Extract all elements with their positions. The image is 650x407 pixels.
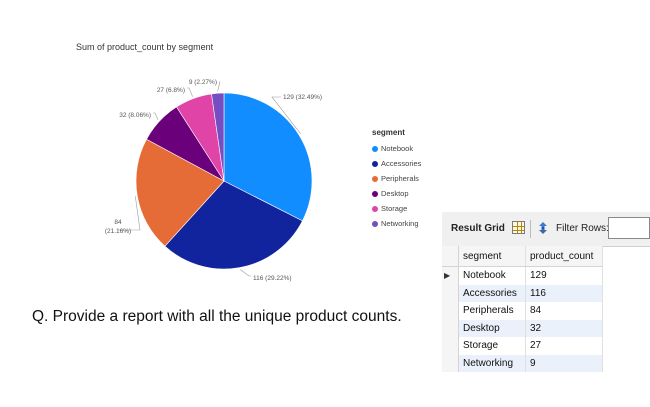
result-grid-panel: Result Grid Filter Rows: segment product… — [442, 212, 650, 402]
cell-product-count[interactable]: 9 — [525, 354, 603, 372]
row-marker — [442, 302, 459, 320]
table-header-row: segment product_count — [442, 246, 603, 267]
legend-item-accessories[interactable]: Accessories — [372, 156, 421, 171]
data-label-peripherals: 84 (21.16%) — [105, 219, 131, 235]
legend-label: Accessories — [381, 158, 422, 168]
legend-swatch — [372, 175, 378, 182]
legend-item-networking[interactable]: Networking — [372, 216, 421, 231]
row-marker — [442, 284, 459, 302]
filter-refresh-icon[interactable] — [536, 221, 550, 235]
legend-swatch — [372, 205, 378, 212]
column-header-product-count[interactable]: product_count — [525, 246, 603, 267]
data-label-desktop: 32 (8.06%) — [119, 112, 151, 119]
grid-view-icon[interactable] — [512, 221, 525, 234]
legend-label: Storage — [381, 203, 408, 213]
cell-segment[interactable]: Notebook — [458, 266, 526, 285]
row-marker — [442, 319, 459, 337]
legend-label: Peripherals — [381, 173, 419, 183]
data-label-networking: 9 (2.27%) — [189, 79, 217, 86]
pie-slice-networking[interactable] — [211, 92, 225, 182]
cell-product-count[interactable]: 84 — [525, 302, 603, 320]
table-row[interactable]: Networking 9 — [442, 354, 603, 372]
leader-line-notebook — [271, 96, 301, 135]
cell-product-count[interactable]: 116 — [525, 284, 603, 302]
table-row[interactable]: Accessories 116 — [442, 284, 603, 302]
pie-slice-peripherals[interactable] — [135, 138, 225, 247]
pie-slice-notebook[interactable] — [223, 92, 313, 222]
leader-line-storage — [187, 87, 193, 97]
cell-segment[interactable]: Networking — [458, 354, 526, 372]
selected-row-marker: ▶ — [442, 266, 459, 285]
cell-segment[interactable]: Accessories — [458, 284, 526, 302]
legend-title: segment — [372, 128, 405, 137]
legend-item-desktop[interactable]: Desktop — [372, 186, 421, 201]
data-label-accessories: 116 (29.22%) — [253, 275, 292, 282]
row-marker — [442, 354, 459, 372]
result-grid-tab[interactable]: Result Grid — [451, 223, 505, 234]
legend-swatch — [372, 160, 378, 167]
question-text: Q. Provide a report with all the unique … — [32, 308, 402, 325]
cell-segment[interactable]: Storage — [458, 337, 526, 355]
table-row[interactable]: Storage 27 — [442, 337, 603, 355]
legend-label: Networking — [381, 218, 419, 228]
leader-line-networking — [217, 81, 221, 92]
table-row[interactable]: Peripherals 84 — [442, 302, 603, 320]
legend-item-notebook[interactable]: Notebook — [372, 141, 421, 156]
leader-line-accessories — [240, 269, 251, 277]
cell-segment[interactable]: Peripherals — [458, 302, 526, 320]
result-grid-toolbar: Result Grid Filter Rows: — [442, 212, 650, 247]
result-table: segment product_count ▶ Notebook 129 Acc… — [442, 246, 603, 372]
column-header-segment[interactable]: segment — [458, 246, 526, 267]
row-marker — [442, 337, 459, 355]
legend-item-peripherals[interactable]: Peripherals — [372, 171, 421, 186]
row-marker-header — [442, 246, 459, 267]
filter-rows-input[interactable] — [608, 217, 650, 239]
data-label-notebook: 129 (32.49%) — [283, 94, 322, 101]
legend-swatch — [372, 145, 378, 152]
legend-label: Desktop — [381, 188, 409, 198]
leader-line-desktop — [153, 112, 159, 120]
chart-title: Sum of product_count by segment — [76, 42, 214, 52]
cell-product-count[interactable]: 129 — [525, 266, 603, 285]
legend-swatch — [372, 190, 378, 197]
cell-product-count[interactable]: 32 — [525, 319, 603, 337]
chart-legend: segment Notebook Accessories Peripherals De… — [372, 129, 421, 231]
cell-segment[interactable]: Desktop — [458, 319, 526, 337]
leader-line-peripherals — [118, 196, 141, 231]
toolbar-separator — [530, 220, 531, 238]
legend-label: Notebook — [381, 143, 414, 153]
cell-product-count[interactable]: 27 — [525, 337, 603, 355]
legend-swatch — [372, 220, 378, 227]
pie-slice-accessories[interactable] — [164, 180, 303, 270]
data-label-storage: 27 (6.8%) — [157, 87, 185, 94]
filter-rows-label: Filter Rows: — [556, 223, 609, 234]
table-row[interactable]: ▶ Notebook 129 — [442, 266, 603, 285]
table-row[interactable]: Desktop 32 — [442, 319, 603, 337]
legend-item-storage[interactable]: Storage — [372, 201, 421, 216]
